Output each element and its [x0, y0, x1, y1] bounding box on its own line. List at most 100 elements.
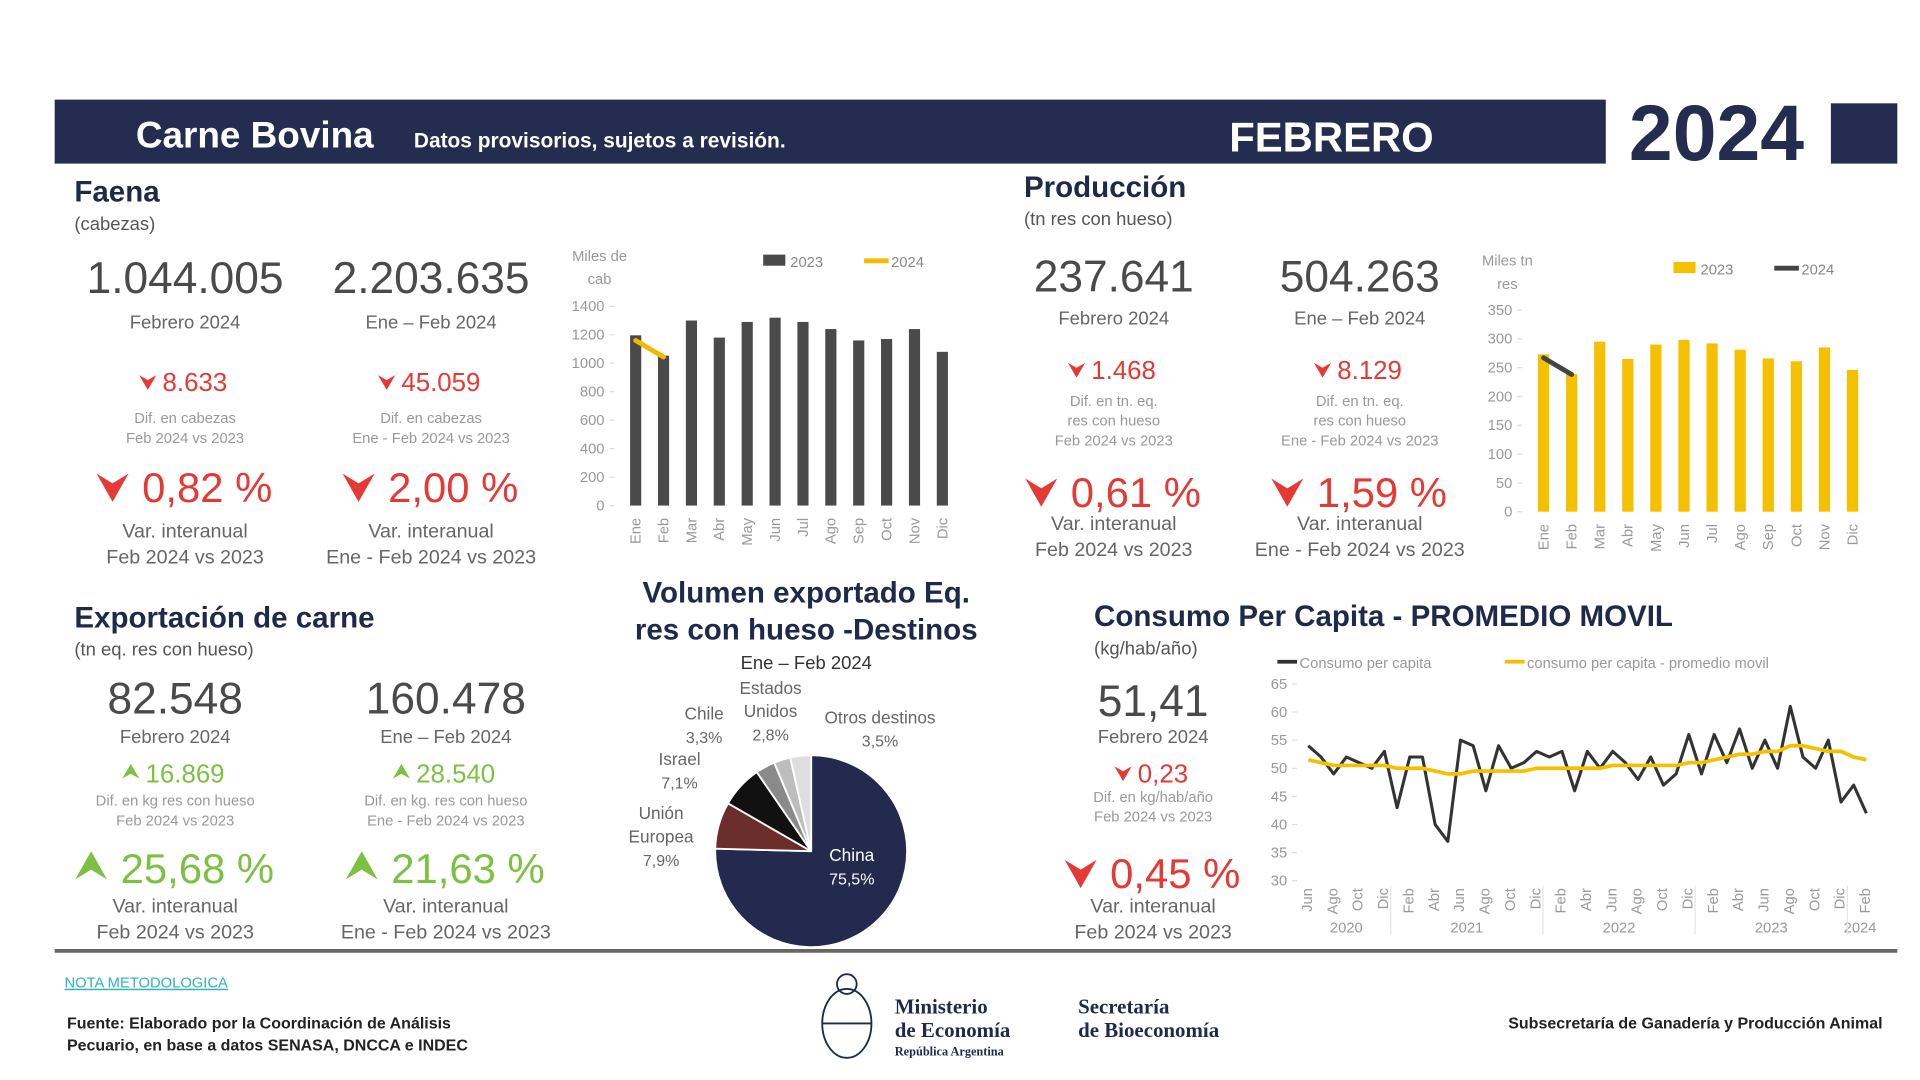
- y-axis-label: res: [1497, 277, 1518, 293]
- y-tick-label: 200: [580, 470, 605, 486]
- kpi-diff-label: Feb 2024 vs 2023: [126, 431, 244, 447]
- kpi-diff-label: res con hueso: [1313, 414, 1406, 430]
- kpi-pct-label: Var. interanual: [383, 896, 508, 918]
- x-tick-label: Sep: [852, 518, 868, 544]
- x-tick-label: Abr: [1427, 888, 1443, 911]
- kpi-value: 51,41: [1098, 677, 1209, 726]
- kpi-period: Febrero 2024: [1098, 726, 1209, 747]
- x-tick-label: Feb: [1565, 524, 1581, 549]
- section-unit: (kg/hab/año): [1094, 637, 1198, 658]
- slice-label: Estados: [739, 678, 801, 698]
- kpi-value: 1.044.005: [87, 254, 284, 303]
- ministry: Ministerio: [895, 995, 988, 1019]
- pie-slice: [714, 754, 908, 949]
- x-tick-label: Dic: [1376, 888, 1392, 909]
- kpi-diff-label: Dif. en kg res con hueso: [96, 794, 255, 810]
- kpi-pct: 2,00 %: [388, 464, 518, 511]
- kpi-pct: 25,68 %: [121, 845, 274, 892]
- legend-label: 2023: [790, 255, 823, 271]
- country: República Argentina: [895, 1044, 1004, 1058]
- bar: [685, 320, 698, 506]
- kpi-diff-label: Ene - Feb 2024 vs 2023: [352, 431, 509, 447]
- x-tick-label: Ago: [1733, 524, 1749, 550]
- x-tick-label: Jun: [1757, 888, 1773, 912]
- bar: [1846, 369, 1859, 512]
- y-tick-label: 350: [1488, 303, 1513, 319]
- slice-label: Unidos: [744, 701, 798, 721]
- section-title: Exportación de carne: [74, 601, 374, 634]
- bar: [741, 321, 753, 506]
- kpi-diff-label: Feb 2024 vs 2023: [1094, 810, 1212, 826]
- x-tick-label: Feb: [1858, 888, 1874, 913]
- bar: [936, 351, 948, 506]
- slice-value: 3,3%: [686, 730, 722, 747]
- trend-arrow: [122, 763, 140, 779]
- bar: [630, 335, 642, 506]
- x-tick-label: Jun: [1300, 888, 1316, 912]
- trend-arrow: [96, 473, 129, 502]
- section-unit: (tn eq. res con hueso): [74, 639, 253, 660]
- kpi-diff-label: Feb 2024 vs 2023: [116, 813, 234, 829]
- line: [1307, 743, 1867, 776]
- x-tick-label: May: [1649, 523, 1665, 551]
- kpi-pct: 0,82 %: [142, 464, 272, 511]
- year-label: 2023: [1755, 920, 1788, 936]
- legend-label: 2023: [1701, 262, 1734, 278]
- x-tick-label: Abr: [1731, 888, 1747, 911]
- y-axis-label: Miles de: [572, 249, 627, 265]
- header-title: Carne Bovina: [136, 115, 374, 156]
- bar: [1650, 344, 1662, 512]
- trend-arrow: [1271, 478, 1304, 507]
- y-tick-label: 300: [1488, 332, 1513, 348]
- kpi-diff: 16.869: [146, 760, 225, 788]
- chart-title: Volumen exportado Eq.: [643, 577, 970, 610]
- x-tick-label: Feb: [1554, 888, 1570, 913]
- kpi-pct-label: Feb 2024 vs 2023: [1035, 539, 1193, 561]
- kpi-diff-label: Dif. en tn. eq.: [1316, 394, 1404, 410]
- bar: [1762, 358, 1774, 512]
- source: Fuente: Elaborado por la Coordinación de…: [67, 1015, 451, 1032]
- subsecretary: Subsecretaría de Ganadería y Producción …: [1508, 1015, 1882, 1032]
- bar: [1678, 339, 1690, 512]
- kpi-diff: 0,23: [1138, 760, 1188, 788]
- trend-arrow: [1067, 362, 1086, 378]
- slice-value: 7,9%: [643, 853, 679, 870]
- kpi-period: Febrero 2024: [130, 311, 241, 332]
- kpi-pct-label: Var. interanual: [1090, 896, 1215, 918]
- kpi-value: 2.203.635: [333, 254, 530, 303]
- x-tick-label: Feb: [656, 518, 672, 543]
- x-tick-label: Ago: [1478, 888, 1494, 914]
- section-title: Producción: [1024, 171, 1186, 204]
- trend-arrow: [1064, 859, 1097, 889]
- trend-arrow: [345, 851, 378, 880]
- pie-slice: [789, 754, 813, 852]
- x-tick-label: Jun: [768, 518, 784, 542]
- kpi-period: Ene – Feb 2024: [365, 311, 496, 332]
- secretary: de Bioeconomía: [1078, 1018, 1220, 1042]
- y-tick-label: 200: [1488, 389, 1513, 405]
- slice-label: Chile: [685, 704, 724, 724]
- methodology-link[interactable]: NOTA METODOLOGICA: [65, 976, 229, 992]
- x-tick-label: Ene: [629, 518, 645, 544]
- y-tick-label: 55: [1271, 733, 1287, 749]
- kpi-value: 160.478: [366, 674, 526, 723]
- x-tick-label: Ene: [1536, 524, 1552, 550]
- kpi-pct-label: Feb 2024 vs 2023: [1074, 922, 1232, 944]
- trend-arrow: [139, 375, 157, 390]
- bar: [1566, 373, 1578, 512]
- line: [633, 337, 667, 360]
- section-unit: (tn res con hueso): [1024, 208, 1173, 229]
- kpi-pct-label: Var. interanual: [1051, 513, 1176, 535]
- y-tick-label: 1000: [572, 356, 605, 372]
- trend-arrow: [1313, 362, 1332, 378]
- bar: [797, 321, 809, 506]
- kpi-pct-label: Feb 2024 vs 2023: [96, 922, 254, 944]
- x-tick-label: Oct: [1789, 524, 1805, 547]
- x-tick-label: Ago: [1325, 888, 1341, 914]
- x-tick-label: Jun: [1604, 888, 1620, 912]
- header-block: [1830, 103, 1898, 164]
- y-tick-label: 800: [580, 385, 605, 401]
- legend-label: 2024: [1801, 262, 1834, 278]
